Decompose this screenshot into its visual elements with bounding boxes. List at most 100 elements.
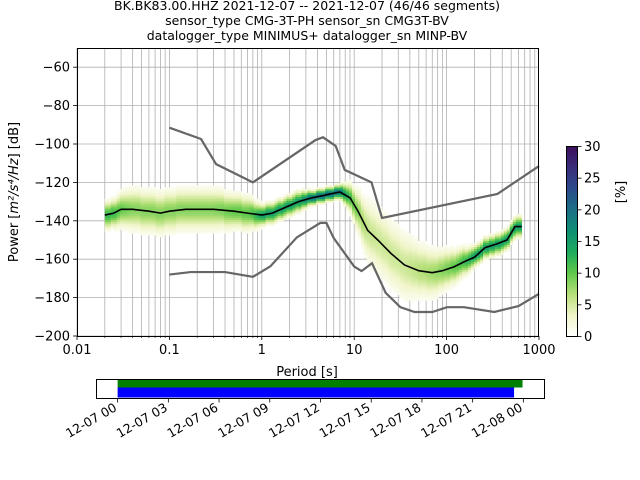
density-cell — [188, 231, 192, 234]
density-cell — [500, 242, 505, 245]
density-cell — [360, 223, 365, 226]
density-cell — [408, 277, 412, 280]
density-cell — [483, 235, 487, 238]
density-cell — [435, 287, 439, 290]
density-cell — [494, 235, 499, 238]
density-cell — [343, 185, 347, 188]
density-cell — [176, 217, 180, 221]
density-cell — [209, 223, 213, 226]
density-cell — [426, 244, 430, 247]
density-cell — [453, 260, 457, 263]
density-cell — [414, 281, 418, 284]
density-cell — [292, 206, 296, 209]
density-cell — [381, 237, 386, 240]
density-cell — [238, 210, 243, 213]
density-cell — [512, 239, 517, 242]
density-cell — [360, 200, 365, 203]
density-cell — [348, 204, 353, 207]
density-cell — [167, 212, 171, 215]
density-cell — [450, 275, 454, 278]
density-cell — [411, 260, 415, 263]
density-cell — [429, 290, 433, 293]
density-cell — [212, 194, 216, 197]
density-cell — [468, 244, 472, 247]
density-cell — [337, 185, 341, 188]
density-cell — [220, 221, 225, 224]
density-cell — [247, 206, 252, 209]
density-cell — [435, 294, 439, 297]
density-cell — [152, 221, 156, 224]
density-cell — [253, 223, 257, 226]
density-cell — [360, 227, 365, 230]
density-cell — [149, 204, 153, 207]
density-cell — [128, 191, 132, 194]
density-cell — [515, 237, 520, 240]
density-cell — [134, 192, 138, 196]
density-cell — [232, 216, 237, 219]
density-cell — [366, 244, 371, 247]
density-cell — [253, 214, 257, 217]
density-cell — [200, 225, 204, 228]
density-cell — [378, 262, 383, 265]
density-cell — [244, 208, 249, 211]
density-cell — [405, 240, 409, 244]
density-cell — [131, 206, 135, 209]
density-cell — [307, 202, 311, 205]
density-cell — [411, 281, 415, 284]
density-cell — [414, 277, 418, 280]
density-cell — [393, 227, 397, 230]
density-cell — [435, 273, 439, 276]
density-cell — [197, 198, 201, 201]
density-cell — [459, 246, 463, 249]
density-cell — [411, 256, 415, 259]
density-cell — [357, 198, 362, 201]
density-cell — [244, 200, 249, 203]
density-cell — [396, 271, 400, 274]
density-cell — [125, 216, 129, 219]
density-cell — [137, 219, 141, 222]
density-cell — [447, 252, 451, 255]
density-cell — [387, 227, 391, 230]
density-cell — [435, 288, 439, 292]
density-cell — [116, 217, 121, 221]
density-cell — [298, 206, 302, 209]
density-cell — [447, 250, 451, 253]
density-cell — [390, 250, 394, 253]
density-cell — [104, 198, 109, 201]
density-cell — [405, 265, 409, 269]
density-cell — [223, 198, 228, 201]
density-cell — [214, 200, 219, 203]
density-cell — [107, 198, 112, 201]
density-cell — [387, 285, 391, 288]
density-cell — [223, 189, 228, 192]
density-cell — [387, 258, 391, 261]
density-cell — [346, 189, 350, 192]
density-cell — [444, 260, 448, 263]
density-cell — [444, 248, 448, 251]
density-cell — [381, 214, 386, 217]
density-cell — [149, 194, 153, 197]
density-cell — [137, 227, 141, 230]
density-cell — [381, 258, 386, 261]
density-cell — [426, 277, 430, 280]
density-cell — [369, 246, 374, 249]
density-cell — [420, 242, 424, 245]
density-cell — [179, 219, 183, 222]
density-cell — [390, 242, 394, 245]
density-cell — [188, 216, 192, 219]
density-cell — [217, 194, 222, 197]
density-cell — [188, 192, 192, 196]
density-cell — [158, 208, 162, 211]
density-cell — [125, 221, 129, 224]
density-cell — [170, 192, 174, 196]
density-cell — [357, 219, 362, 222]
density-cell — [146, 225, 150, 228]
density-cell — [512, 217, 517, 221]
density-cell — [143, 187, 147, 190]
density-cell — [357, 200, 362, 203]
density-cell — [390, 233, 394, 236]
density-cell — [223, 210, 228, 213]
density-cell — [423, 264, 427, 267]
density-cell — [259, 210, 263, 213]
density-cell — [343, 198, 347, 201]
